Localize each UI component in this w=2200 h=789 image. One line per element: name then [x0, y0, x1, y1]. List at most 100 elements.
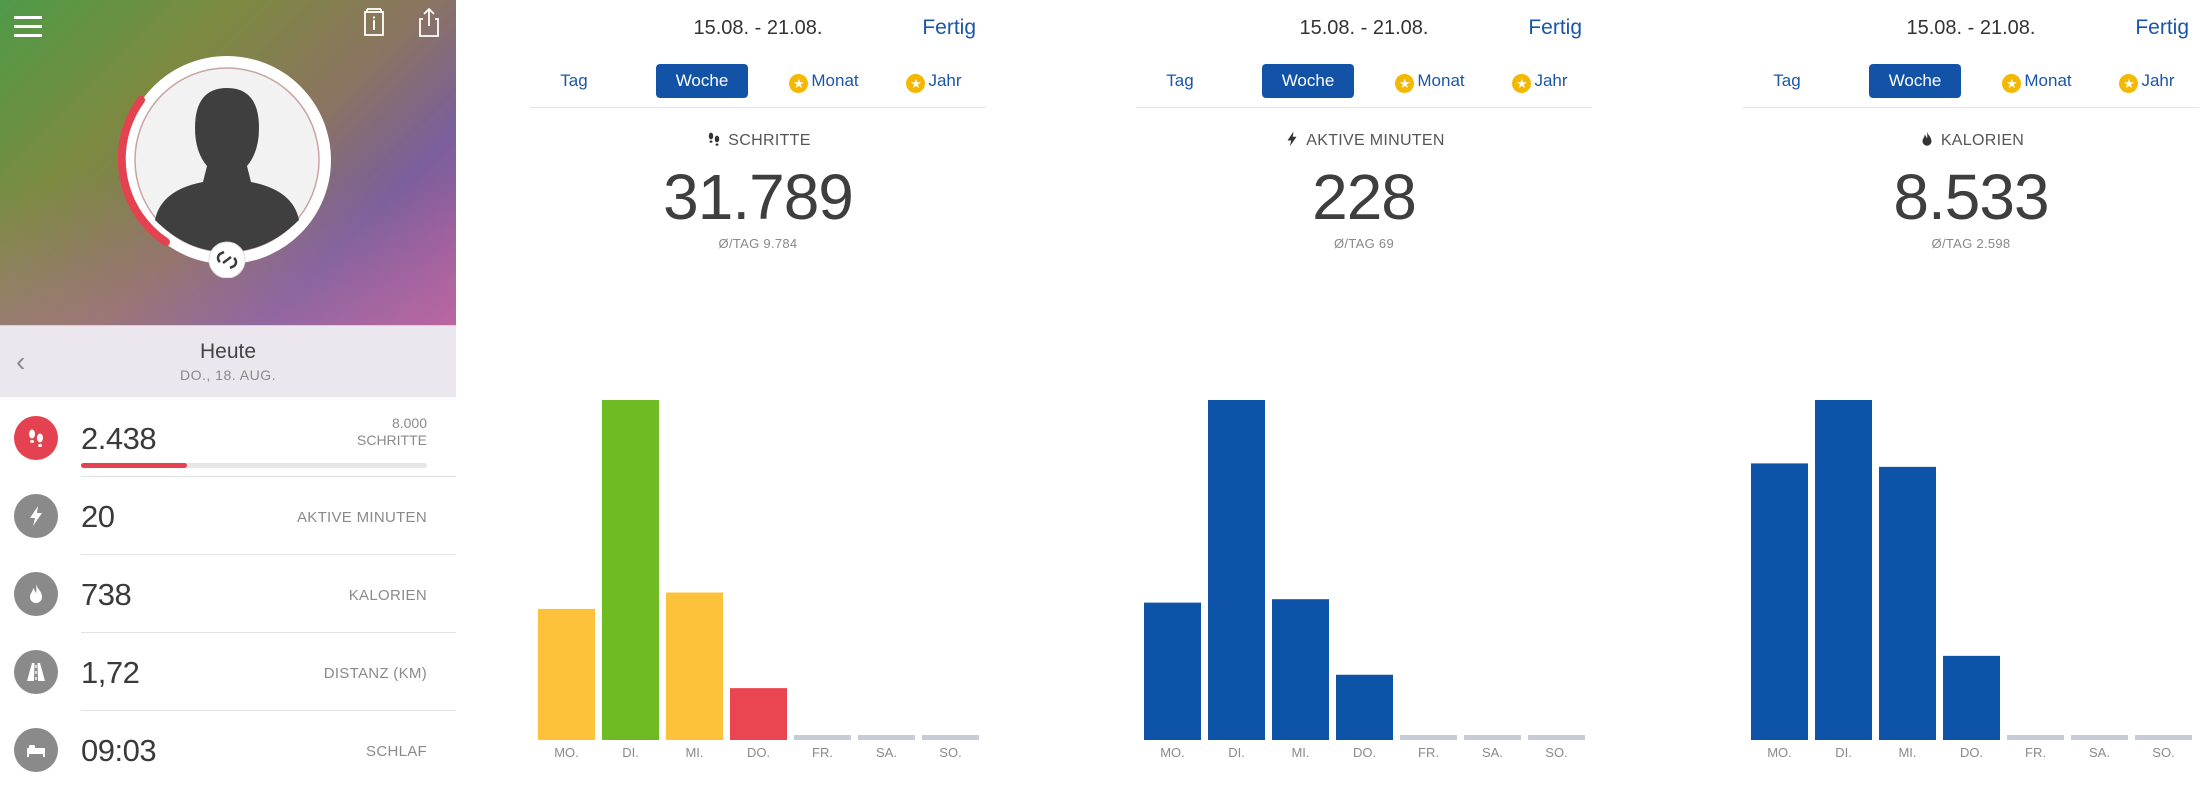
- tab-year[interactable]: ★ Jahr: [1500, 64, 1580, 98]
- bar-sa[interactable]: [858, 735, 915, 740]
- divider: [81, 632, 456, 633]
- info-icon[interactable]: [357, 6, 391, 40]
- bar-do[interactable]: [1943, 655, 2000, 740]
- week-panel-calories: 15.08. - 21.08. Fertig Tag Woche ★ Monat …: [1743, 0, 2199, 789]
- steps-progress-fill: [81, 463, 187, 468]
- bar-do[interactable]: [1336, 674, 1393, 740]
- x-tick-label: SO.: [939, 745, 961, 760]
- bar-so[interactable]: [922, 735, 979, 740]
- divider: [81, 476, 456, 477]
- tab-week[interactable]: Woche: [1262, 64, 1354, 98]
- bar-mi[interactable]: [666, 592, 723, 740]
- done-button[interactable]: Fertig: [922, 16, 976, 39]
- metric-heading: SCHRITTE: [530, 130, 986, 150]
- bar-mi[interactable]: [1879, 466, 1936, 740]
- weekly-bar-chart: MO. DI. MI. DO. FR. SA. SO.: [1743, 360, 2199, 770]
- tab-month[interactable]: ★ Monat: [1987, 64, 2087, 98]
- bar-di[interactable]: [1815, 400, 1872, 740]
- tab-day[interactable]: Tag: [1166, 71, 1194, 90]
- divider: [81, 710, 456, 711]
- period-tabs: Tag Woche ★ Monat ★ Jahr: [1136, 64, 1592, 100]
- road-icon: [14, 650, 58, 694]
- tab-day[interactable]: Tag: [1773, 71, 1801, 90]
- x-tick-label: FR.: [1418, 745, 1439, 760]
- x-tick-label: MI.: [1291, 745, 1309, 760]
- bar-sa[interactable]: [2071, 735, 2128, 740]
- metric-total: 8.533: [1893, 161, 2049, 233]
- tab-month-label: Monat: [2024, 71, 2072, 90]
- x-tick-label: MI.: [1898, 745, 1916, 760]
- metric-total: 228: [1312, 161, 1417, 233]
- x-tick-label: MO.: [1160, 745, 1185, 760]
- share-icon[interactable]: [412, 6, 446, 40]
- divider: [81, 554, 456, 555]
- bar-sa[interactable]: [1464, 735, 1521, 740]
- divider: [530, 107, 986, 108]
- star-icon: ★: [789, 74, 809, 93]
- previous-day-button[interactable]: ‹: [16, 346, 26, 377]
- metric-label: KALORIEN: [1940, 132, 2025, 149]
- avatar[interactable]: [117, 48, 337, 279]
- week-panel-steps: 15.08. - 21.08. Fertig Tag Woche ★ Monat …: [530, 0, 986, 789]
- metric-row-calories[interactable]: 738 KALORIEN: [0, 555, 456, 633]
- distance-label: DISTANZ (KM): [323, 665, 427, 682]
- calories-value: 738: [81, 577, 132, 612]
- tab-week[interactable]: Woche: [1869, 64, 1961, 98]
- menu-icon[interactable]: [14, 16, 42, 38]
- done-button[interactable]: Fertig: [2135, 16, 2189, 39]
- bar-mo[interactable]: [1144, 602, 1201, 740]
- bar-fr[interactable]: [2007, 735, 2064, 740]
- star-icon: ★: [906, 74, 926, 93]
- lightning-icon: [14, 494, 58, 538]
- metric-average: Ø/TAG 2.598: [1931, 236, 2011, 251]
- tab-month[interactable]: ★ Monat: [774, 64, 874, 98]
- x-tick-label: SO.: [2152, 745, 2174, 760]
- x-tick-label: MI.: [685, 745, 703, 760]
- bar-di[interactable]: [602, 400, 659, 740]
- tab-month[interactable]: ★ Monat: [1380, 64, 1480, 98]
- bar-mi[interactable]: [1272, 599, 1329, 740]
- metric-row-steps[interactable]: 2.438 8.000 SCHRITTE: [0, 399, 456, 477]
- divider: [1743, 107, 2199, 108]
- distance-value: 1,72: [81, 655, 140, 690]
- tab-year-label: Jahr: [1534, 71, 1568, 90]
- x-tick-label: SO.: [1545, 745, 1567, 760]
- x-tick-label: SA.: [2089, 745, 2110, 760]
- steps-progress-bar: [81, 463, 427, 468]
- tab-day[interactable]: Tag: [560, 71, 588, 90]
- metric-row-distance[interactable]: 1,72 DISTANZ (KM): [0, 633, 456, 711]
- bar-mo[interactable]: [1751, 463, 1808, 740]
- metric-heading: KALORIEN: [1743, 130, 2199, 150]
- tab-year[interactable]: ★ Jahr: [894, 64, 974, 98]
- bar-fr[interactable]: [1400, 735, 1457, 740]
- metric-row-active-minutes[interactable]: 20 AKTIVE MINUTEN: [0, 477, 456, 555]
- x-tick-label: DI.: [622, 745, 639, 760]
- steps-value: 2.438: [81, 421, 157, 456]
- star-icon: ★: [1395, 74, 1415, 93]
- bar-fr[interactable]: [794, 735, 851, 740]
- date-range: 15.08. - 21.08.: [1906, 17, 2036, 39]
- bar-di[interactable]: [1208, 400, 1265, 740]
- lightning-icon: [1287, 131, 1297, 147]
- bar-mo[interactable]: [538, 608, 595, 740]
- tab-year-label: Jahr: [928, 71, 962, 90]
- metric-label: SCHRITTE: [728, 132, 811, 149]
- bar-so[interactable]: [1528, 735, 1585, 740]
- bar-do[interactable]: [730, 688, 787, 740]
- footsteps-icon: [14, 416, 58, 460]
- weekly-bar-chart: MO. DI. MI. DO. FR. SA. SO.: [530, 360, 986, 770]
- tab-year[interactable]: ★ Jahr: [2107, 64, 2187, 98]
- done-button[interactable]: Fertig: [1528, 16, 1582, 39]
- day-date: DO., 18. AUG.: [180, 367, 276, 383]
- x-tick-label: MO.: [1767, 745, 1792, 760]
- star-icon: ★: [1512, 74, 1532, 93]
- active-minutes-label: AKTIVE MINUTEN: [296, 509, 427, 526]
- x-tick-label: FR.: [2025, 745, 2046, 760]
- tab-week[interactable]: Woche: [656, 64, 748, 98]
- x-tick-label: DO.: [747, 745, 770, 760]
- x-tick-label: DO.: [1960, 745, 1983, 760]
- metric-row-sleep[interactable]: 09:03 SCHLAF: [0, 711, 456, 789]
- bar-so[interactable]: [2135, 735, 2192, 740]
- profile-header: [0, 0, 456, 325]
- star-icon: ★: [2119, 74, 2139, 93]
